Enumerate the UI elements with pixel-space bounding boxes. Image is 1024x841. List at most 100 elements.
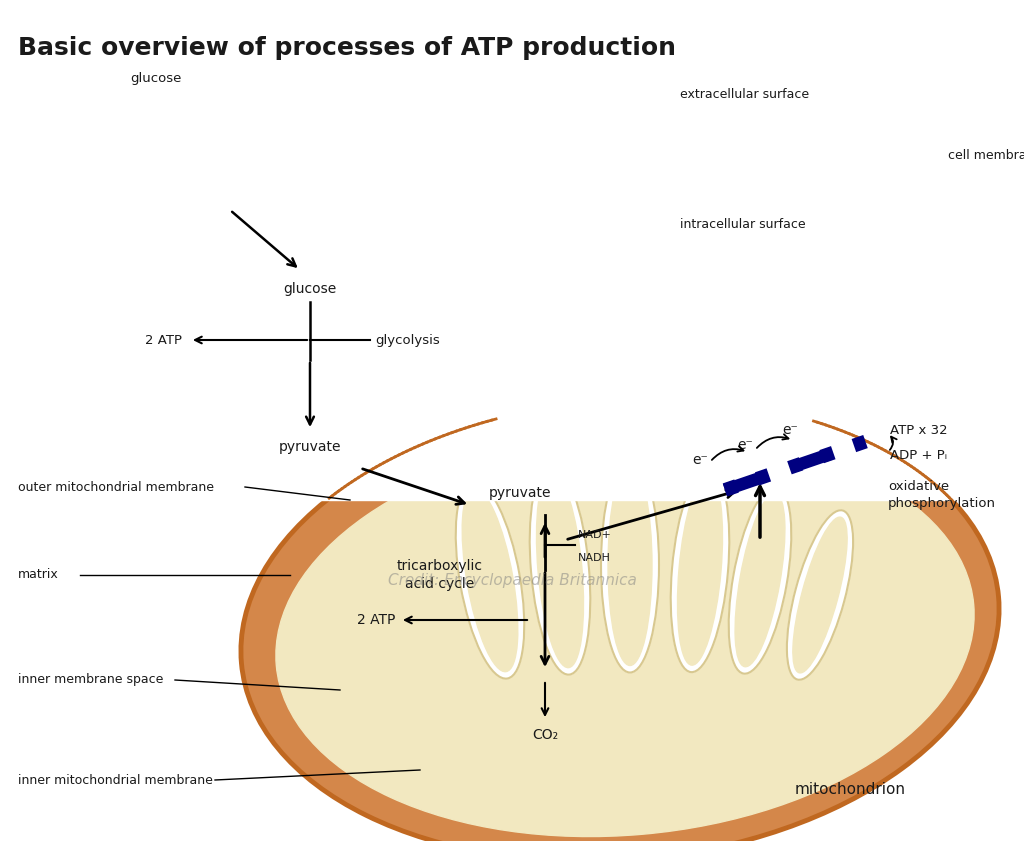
Circle shape (295, 162, 311, 178)
Circle shape (137, 103, 154, 119)
Circle shape (142, 177, 159, 193)
Circle shape (158, 101, 174, 117)
Ellipse shape (537, 473, 584, 668)
Text: oxidative
phosphorylation: oxidative phosphorylation (888, 480, 996, 510)
Circle shape (694, 88, 711, 104)
Circle shape (200, 171, 216, 187)
Circle shape (389, 156, 406, 172)
Circle shape (100, 107, 117, 123)
Ellipse shape (601, 458, 659, 673)
Text: NAD+: NAD+ (578, 530, 612, 540)
Circle shape (285, 89, 300, 105)
Ellipse shape (462, 489, 518, 672)
Circle shape (300, 161, 316, 177)
Circle shape (632, 84, 647, 100)
Circle shape (831, 101, 847, 117)
Circle shape (837, 102, 852, 118)
Circle shape (473, 80, 489, 96)
Circle shape (674, 87, 689, 103)
Circle shape (905, 183, 921, 199)
Circle shape (746, 167, 763, 182)
Circle shape (431, 155, 447, 171)
Circle shape (500, 154, 516, 170)
Circle shape (795, 98, 810, 114)
Circle shape (358, 158, 374, 174)
Circle shape (105, 107, 122, 123)
Circle shape (258, 91, 274, 107)
Circle shape (179, 172, 196, 188)
Circle shape (473, 154, 489, 170)
Circle shape (337, 85, 353, 101)
Circle shape (642, 158, 657, 174)
Circle shape (516, 154, 531, 170)
Circle shape (273, 164, 290, 180)
Circle shape (857, 104, 873, 120)
Circle shape (652, 85, 669, 101)
Ellipse shape (456, 481, 524, 679)
Circle shape (857, 178, 873, 194)
Text: e⁻: e⁻ (692, 453, 708, 467)
Circle shape (248, 166, 263, 182)
Circle shape (121, 104, 137, 120)
Circle shape (268, 90, 285, 106)
Polygon shape (0, 0, 1024, 500)
Circle shape (694, 162, 711, 178)
Circle shape (95, 182, 111, 198)
Circle shape (95, 108, 111, 124)
Text: glycolysis: glycolysis (375, 334, 439, 346)
Circle shape (280, 163, 295, 179)
Circle shape (584, 82, 600, 98)
Circle shape (479, 154, 495, 170)
Circle shape (100, 181, 117, 197)
Circle shape (394, 156, 411, 172)
Text: extracellular surface: extracellular surface (680, 88, 809, 101)
Text: intracellular surface: intracellular surface (680, 218, 806, 231)
Circle shape (153, 101, 169, 117)
Circle shape (310, 87, 327, 103)
Circle shape (815, 173, 831, 189)
Text: mitochondrion: mitochondrion (795, 782, 905, 797)
Circle shape (746, 93, 763, 108)
Circle shape (621, 83, 637, 99)
Circle shape (879, 180, 894, 196)
Circle shape (763, 94, 779, 110)
Circle shape (595, 156, 610, 172)
Text: glucose: glucose (284, 282, 337, 296)
Circle shape (889, 182, 905, 198)
Circle shape (736, 166, 753, 182)
Circle shape (763, 168, 779, 184)
Circle shape (899, 108, 915, 124)
Circle shape (894, 182, 910, 198)
Polygon shape (80, 99, 920, 181)
Text: Credit: Encyclopaedia Britannica: Credit: Encyclopaedia Britannica (387, 573, 637, 588)
Circle shape (521, 80, 537, 96)
Circle shape (437, 81, 453, 97)
Ellipse shape (241, 399, 999, 841)
Circle shape (689, 87, 706, 103)
Circle shape (500, 80, 516, 96)
Circle shape (778, 96, 795, 112)
Circle shape (516, 80, 531, 96)
Circle shape (153, 175, 169, 191)
Circle shape (716, 90, 731, 106)
Circle shape (905, 109, 921, 125)
Ellipse shape (793, 517, 847, 673)
Circle shape (721, 90, 736, 106)
Circle shape (505, 80, 521, 96)
Circle shape (810, 98, 826, 114)
Text: ADP + Pᵢ: ADP + Pᵢ (890, 448, 947, 462)
Circle shape (668, 87, 684, 103)
Text: outer mitochondrial membrane: outer mitochondrial membrane (18, 480, 214, 494)
Circle shape (778, 170, 795, 186)
Circle shape (674, 161, 689, 177)
Circle shape (842, 176, 858, 192)
Circle shape (231, 93, 248, 109)
Circle shape (169, 99, 184, 115)
Circle shape (642, 84, 657, 101)
Circle shape (447, 81, 463, 97)
Circle shape (237, 167, 253, 182)
Circle shape (547, 155, 563, 171)
Circle shape (831, 175, 847, 191)
Circle shape (815, 99, 831, 115)
Circle shape (132, 103, 147, 119)
